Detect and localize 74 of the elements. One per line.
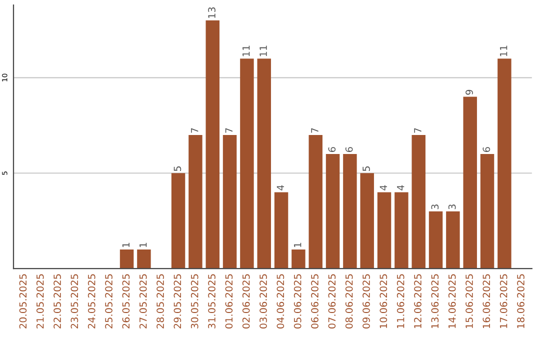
bar <box>120 250 134 269</box>
x-tick-label: 26.05.2025 <box>122 274 130 328</box>
bar <box>274 192 288 269</box>
data-label: 7 <box>191 128 198 133</box>
bar <box>498 58 512 269</box>
x-tick-label: 11.06.2025 <box>396 274 404 328</box>
data-label: 5 <box>174 166 182 171</box>
data-label: 1 <box>122 242 130 248</box>
data-label: 3 <box>431 204 439 210</box>
x-tick-label: 30.05.2025 <box>190 274 198 328</box>
data-label: 11 <box>242 46 250 56</box>
x-tick-label: 04.06.2025 <box>276 274 284 328</box>
bar <box>377 192 392 269</box>
bar <box>343 154 357 269</box>
x-tick-label: 27.05.2025 <box>139 274 147 328</box>
x-tick-label: 01.06.2025 <box>225 274 233 328</box>
data-label: 7 <box>311 128 318 133</box>
data-label: 1 <box>140 242 147 248</box>
x-tick-label: 17.06.2025 <box>500 274 508 328</box>
x-tick-label: 13.06.2025 <box>431 274 439 328</box>
bar <box>171 173 186 269</box>
bar <box>412 134 426 269</box>
data-label: 4 <box>397 185 404 190</box>
bar <box>428 211 443 269</box>
bar <box>292 250 306 269</box>
x-tick-label: 28.05.2025 <box>156 274 164 328</box>
data-label: 3 <box>448 204 456 210</box>
bar <box>188 134 202 269</box>
x-tick-label: 15.06.2025 <box>466 274 473 328</box>
data-label: 1 <box>294 242 302 248</box>
data-label: 6 <box>345 147 353 152</box>
x-tick-label: 05.06.2025 <box>294 274 302 328</box>
x-tick-label: 20.05.2025 <box>19 274 27 328</box>
data-label: 4 <box>276 185 284 190</box>
data-label: 9 <box>466 90 473 95</box>
x-tick-label: 18.06.2025 <box>517 274 524 328</box>
bar <box>257 58 271 269</box>
x-tick-label: 23.05.2025 <box>70 274 78 328</box>
x-tick-label: 29.05.2025 <box>174 274 182 328</box>
data-label: 7 <box>225 128 232 133</box>
x-tick-label: 14.06.2025 <box>448 274 456 328</box>
bar <box>394 192 408 269</box>
x-tick-label: 25.05.2025 <box>105 274 112 328</box>
data-label: 6 <box>482 147 490 152</box>
data-label: 5 <box>362 166 370 171</box>
bar <box>240 58 254 269</box>
bar <box>222 134 237 269</box>
bar <box>480 154 494 269</box>
data-label: 6 <box>328 147 336 152</box>
bar <box>308 134 322 269</box>
x-tick-label: 24.05.2025 <box>88 274 96 328</box>
x-tick-label: 31.05.2025 <box>208 274 216 328</box>
data-label: 11 <box>260 46 267 56</box>
x-tick-label: 02.06.2025 <box>242 274 250 328</box>
data-label: 13 <box>208 7 216 18</box>
bar <box>206 20 220 269</box>
data-label: 11 <box>500 46 508 56</box>
x-tick-label: 03.06.2025 <box>260 274 267 328</box>
x-tick-label: 09.06.2025 <box>362 274 370 328</box>
x-tick-label: 07.06.2025 <box>328 274 336 328</box>
x-tick-label: 21.05.2025 <box>36 274 44 328</box>
x-tick-label: 22.05.2025 <box>54 274 61 328</box>
bar <box>137 250 151 269</box>
x-tick-label: 06.06.2025 <box>311 274 318 328</box>
bar <box>463 96 477 269</box>
data-label: 7 <box>414 128 422 133</box>
x-tick-label: 10.06.2025 <box>380 274 388 328</box>
x-tick-label: 08.06.2025 <box>345 274 353 328</box>
bar <box>360 173 374 269</box>
data-label: 4 <box>380 185 387 190</box>
bar <box>326 154 340 269</box>
x-tick-label: 16.06.2025 <box>482 274 490 328</box>
bar <box>446 211 460 269</box>
x-tick-label: 12.06.2025 <box>414 274 422 328</box>
